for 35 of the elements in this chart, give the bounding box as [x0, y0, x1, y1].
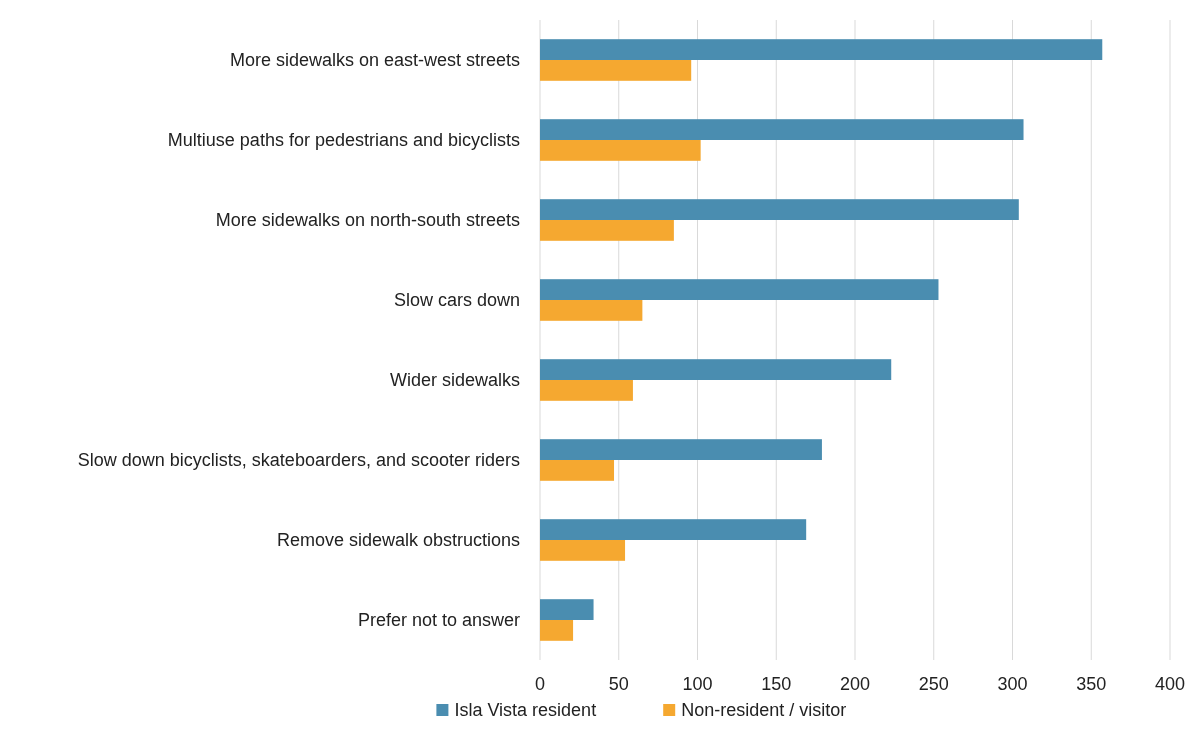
bar — [540, 620, 574, 641]
x-tick-label: 300 — [997, 674, 1028, 694]
y-tick-label: Prefer not to answer — [357, 610, 520, 631]
bar — [540, 140, 701, 161]
x-tick-label: 0 — [534, 674, 546, 694]
legend-label: Isla Vista resident — [454, 700, 597, 720]
bar — [540, 39, 1103, 60]
bar — [540, 279, 939, 300]
bar — [540, 220, 674, 241]
bar — [540, 460, 615, 481]
y-tick-label: Slow cars down — [393, 290, 520, 311]
y-tick-label: More sidewalks on north-south streets — [215, 210, 520, 231]
bar — [540, 300, 643, 321]
y-tick-label: Remove sidewalk obstructions — [276, 530, 520, 551]
x-tick-label: 150 — [761, 674, 792, 694]
bar — [540, 119, 1024, 140]
x-tick-label: 50 — [608, 674, 629, 694]
y-tick-label: Slow down bicyclists, skateboarders, and scooter riders — [77, 450, 520, 471]
bar — [540, 599, 594, 620]
bar — [540, 359, 892, 380]
y-tick-label: Wider sidewalks — [389, 370, 520, 391]
bar — [540, 199, 1019, 220]
x-tick-label: 400 — [1154, 674, 1186, 694]
bar — [540, 60, 692, 81]
legend-label: Non-resident / visitor — [681, 700, 847, 720]
bar — [540, 439, 822, 460]
bar — [540, 519, 807, 540]
x-tick-label: 100 — [682, 674, 713, 694]
y-tick-label: More sidewalks on east-west streets — [229, 50, 520, 71]
x-tick-label: 350 — [1076, 674, 1107, 694]
y-tick-label: Multiuse paths for pedestrians and bicyclists — [167, 130, 520, 151]
x-tick-label: 250 — [918, 674, 949, 694]
x-tick-label: 200 — [839, 674, 871, 694]
bar — [540, 540, 626, 561]
bar — [540, 380, 633, 401]
